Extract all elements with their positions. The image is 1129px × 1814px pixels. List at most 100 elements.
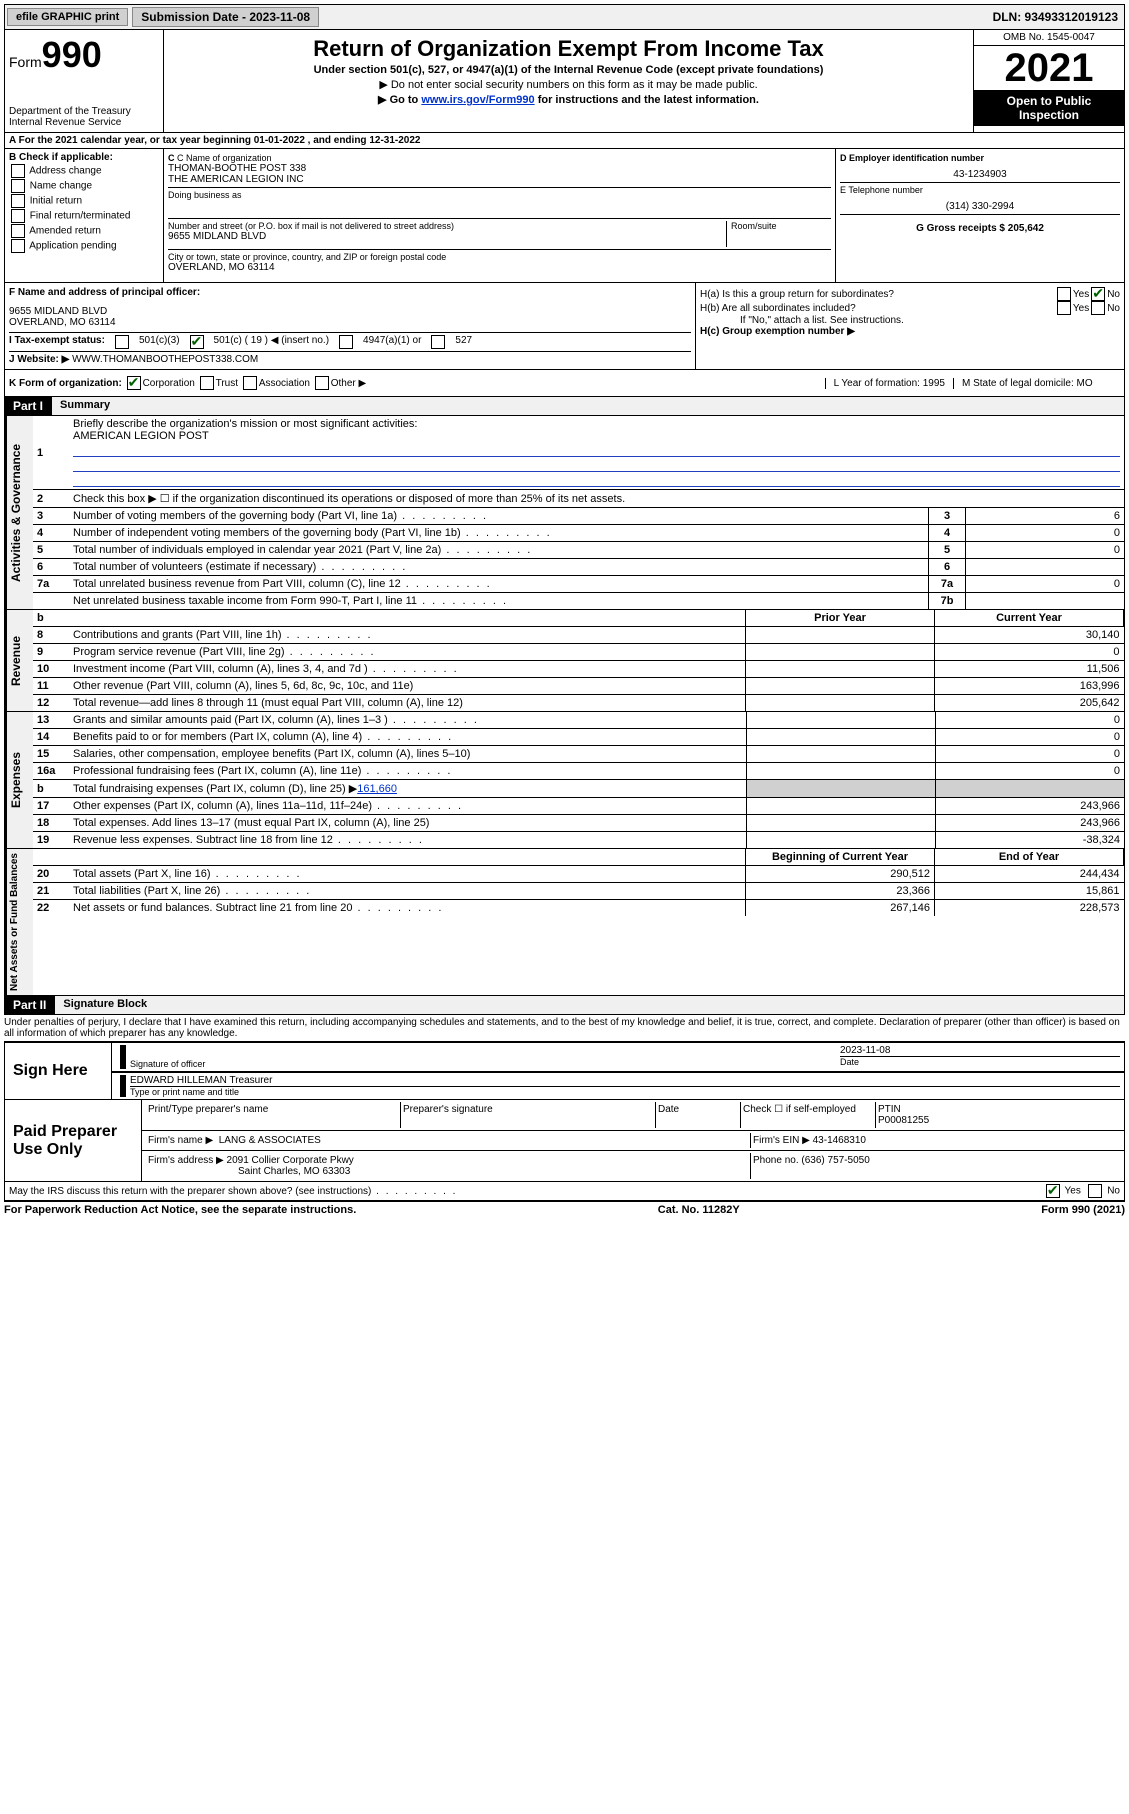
- firm-phone: (636) 757-5050: [801, 1155, 869, 1166]
- mission-label: Briefly describe the organization's miss…: [73, 418, 417, 430]
- form-title: Return of Organization Exempt From Incom…: [168, 36, 969, 62]
- val-c14: 0: [936, 729, 1125, 746]
- amended-return-checkbox[interactable]: [11, 224, 25, 238]
- corp-checkbox[interactable]: [127, 376, 141, 390]
- line-13: Grants and similar amounts paid (Part IX…: [69, 712, 747, 729]
- room-label: Room/suite: [731, 221, 831, 231]
- addr-label: Number and street (or P.O. box if mail i…: [168, 221, 726, 231]
- val-c12: 205,642: [935, 695, 1124, 712]
- val-e22: 228,573: [935, 900, 1124, 917]
- preparer-name-header: Print/Type preparer's name: [146, 1102, 400, 1128]
- line-7b: Net unrelated business taxable income fr…: [69, 593, 929, 610]
- eoy-header: End of Year: [935, 849, 1124, 866]
- 501c-checkbox[interactable]: [190, 335, 204, 349]
- prior-year-header: Prior Year: [746, 610, 935, 627]
- gross-receipts: G Gross receipts $ 205,642: [916, 223, 1044, 234]
- ptin-value: P00081255: [878, 1115, 1118, 1126]
- city-label: City or town, state or province, country…: [168, 252, 831, 262]
- firm-name-label: Firm's name ▶: [148, 1135, 213, 1146]
- efile-button[interactable]: efile GRAPHIC print: [7, 8, 128, 26]
- paid-preparer-block: Paid Preparer Use Only Print/Type prepar…: [4, 1100, 1125, 1182]
- assoc-checkbox[interactable]: [243, 376, 257, 390]
- f-h-block: F Name and address of principal officer:…: [4, 283, 1125, 370]
- org-name: THOMAN-BOOTHE POST 338: [168, 163, 831, 174]
- val-7b: [966, 593, 1125, 610]
- 501c3-checkbox[interactable]: [115, 335, 129, 349]
- boy-header: Beginning of Current Year: [746, 849, 935, 866]
- mission-text: AMERICAN LEGION POST: [73, 430, 209, 442]
- cat-no: Cat. No. 11282Y: [658, 1204, 740, 1216]
- val-b21: 23,366: [746, 883, 935, 900]
- sign-here-block: Sign Here Signature of officer 2023-11-0…: [4, 1041, 1125, 1100]
- omb-number: OMB No. 1545-0047: [974, 30, 1124, 46]
- val-4: 0: [966, 525, 1125, 542]
- val-c15: 0: [936, 746, 1125, 763]
- col-b-checkboxes: B Check if applicable: Address change Na…: [5, 149, 164, 282]
- val-e20: 244,434: [935, 866, 1124, 883]
- part-ii-header: Part II Signature Block: [4, 996, 1125, 1015]
- part-i-title: Summary: [51, 397, 1124, 415]
- form-ref: Form 990 (2021): [1041, 1204, 1125, 1216]
- irs-label: Internal Revenue Service: [9, 117, 159, 128]
- discuss-no-checkbox[interactable]: [1088, 1184, 1102, 1198]
- val-c13: 0: [936, 712, 1125, 729]
- form-subtitle: Under section 501(c), 527, or 4947(a)(1)…: [168, 64, 969, 76]
- officer-name: EDWARD HILLEMAN Treasurer: [130, 1075, 1120, 1086]
- vtab-net-assets: Net Assets or Fund Balances: [5, 849, 33, 995]
- app-pending-checkbox[interactable]: [11, 239, 25, 253]
- line-10: Investment income (Part VIII, column (A)…: [69, 661, 746, 678]
- phone-value: (314) 330-2994: [840, 195, 1120, 212]
- hb-label: H(b) Are all subordinates included?: [700, 303, 1055, 314]
- line-22: Net assets or fund balances. Subtract li…: [69, 900, 746, 917]
- fundraising-link[interactable]: 161,660: [357, 783, 397, 795]
- val-e21: 15,861: [935, 883, 1124, 900]
- ssn-warning: ▶ Do not enter social security numbers o…: [168, 78, 969, 91]
- trust-checkbox[interactable]: [200, 376, 214, 390]
- penalty-statement: Under penalties of perjury, I declare th…: [4, 1015, 1125, 1041]
- initial-return-checkbox[interactable]: [11, 194, 25, 208]
- 527-checkbox[interactable]: [431, 335, 445, 349]
- addr-change-checkbox[interactable]: [11, 164, 25, 178]
- line-9: Program service revenue (Part VIII, line…: [69, 644, 746, 661]
- hc-label: H(c) Group exemption number ▶: [700, 326, 1120, 337]
- ha-no-checkbox[interactable]: [1091, 287, 1105, 301]
- hb-yes-checkbox[interactable]: [1057, 301, 1071, 315]
- website-label: J Website: ▶: [9, 354, 69, 365]
- sig-officer-label: Signature of officer: [130, 1059, 840, 1069]
- line-19: Revenue less expenses. Subtract line 18 …: [69, 832, 747, 849]
- val-c19: -38,324: [936, 832, 1125, 849]
- line-20: Total assets (Part X, line 16): [69, 866, 746, 883]
- ha-yes-checkbox[interactable]: [1057, 287, 1071, 301]
- val-3: 6: [966, 508, 1125, 525]
- part-ii-label: Part II: [5, 996, 54, 1014]
- firm-ein: 43-1468310: [813, 1135, 866, 1146]
- val-c8: 30,140: [935, 627, 1124, 644]
- line-15: Salaries, other compensation, employee b…: [69, 746, 747, 763]
- expenses-section: Expenses 13Grants and similar amounts pa…: [4, 712, 1125, 849]
- net-assets-section: Net Assets or Fund Balances Beginning of…: [4, 849, 1125, 996]
- line-12: Total revenue—add lines 8 through 11 (mu…: [69, 695, 746, 712]
- form-number: Form990: [9, 34, 159, 76]
- sig-date-value: 2023-11-08: [840, 1045, 1120, 1056]
- tax-year: 2021: [974, 46, 1124, 90]
- ein-value: 43-1234903: [840, 163, 1120, 180]
- street-address: 9655 MIDLAND BLVD: [168, 231, 726, 242]
- final-return-checkbox[interactable]: [11, 209, 25, 223]
- other-checkbox[interactable]: [315, 376, 329, 390]
- line-3: Number of voting members of the governin…: [69, 508, 929, 525]
- state-domicile: M State of legal domicile: MO: [953, 378, 1120, 389]
- revenue-section: Revenue b Prior Year Current Year 8Contr…: [4, 610, 1125, 712]
- val-6: [966, 559, 1125, 576]
- hb-no-checkbox[interactable]: [1091, 301, 1105, 315]
- line-4: Number of independent voting members of …: [69, 525, 929, 542]
- discuss-yes-checkbox[interactable]: [1046, 1184, 1060, 1198]
- website-value: WWW.THOMANBOOTHEPOST338.COM: [72, 354, 258, 365]
- firm-ein-label: Firm's EIN ▶: [753, 1135, 810, 1146]
- tax-exempt-label: I Tax-exempt status:: [9, 335, 105, 349]
- irs-link[interactable]: www.irs.gov/Form990: [421, 94, 534, 106]
- name-change-checkbox[interactable]: [11, 179, 25, 193]
- 4947-checkbox[interactable]: [339, 335, 353, 349]
- entity-block: B Check if applicable: Address change Na…: [4, 149, 1125, 283]
- activities-governance-section: Activities & Governance 1 Briefly descri…: [4, 416, 1125, 610]
- firm-addr-label: Firm's address ▶: [148, 1155, 224, 1166]
